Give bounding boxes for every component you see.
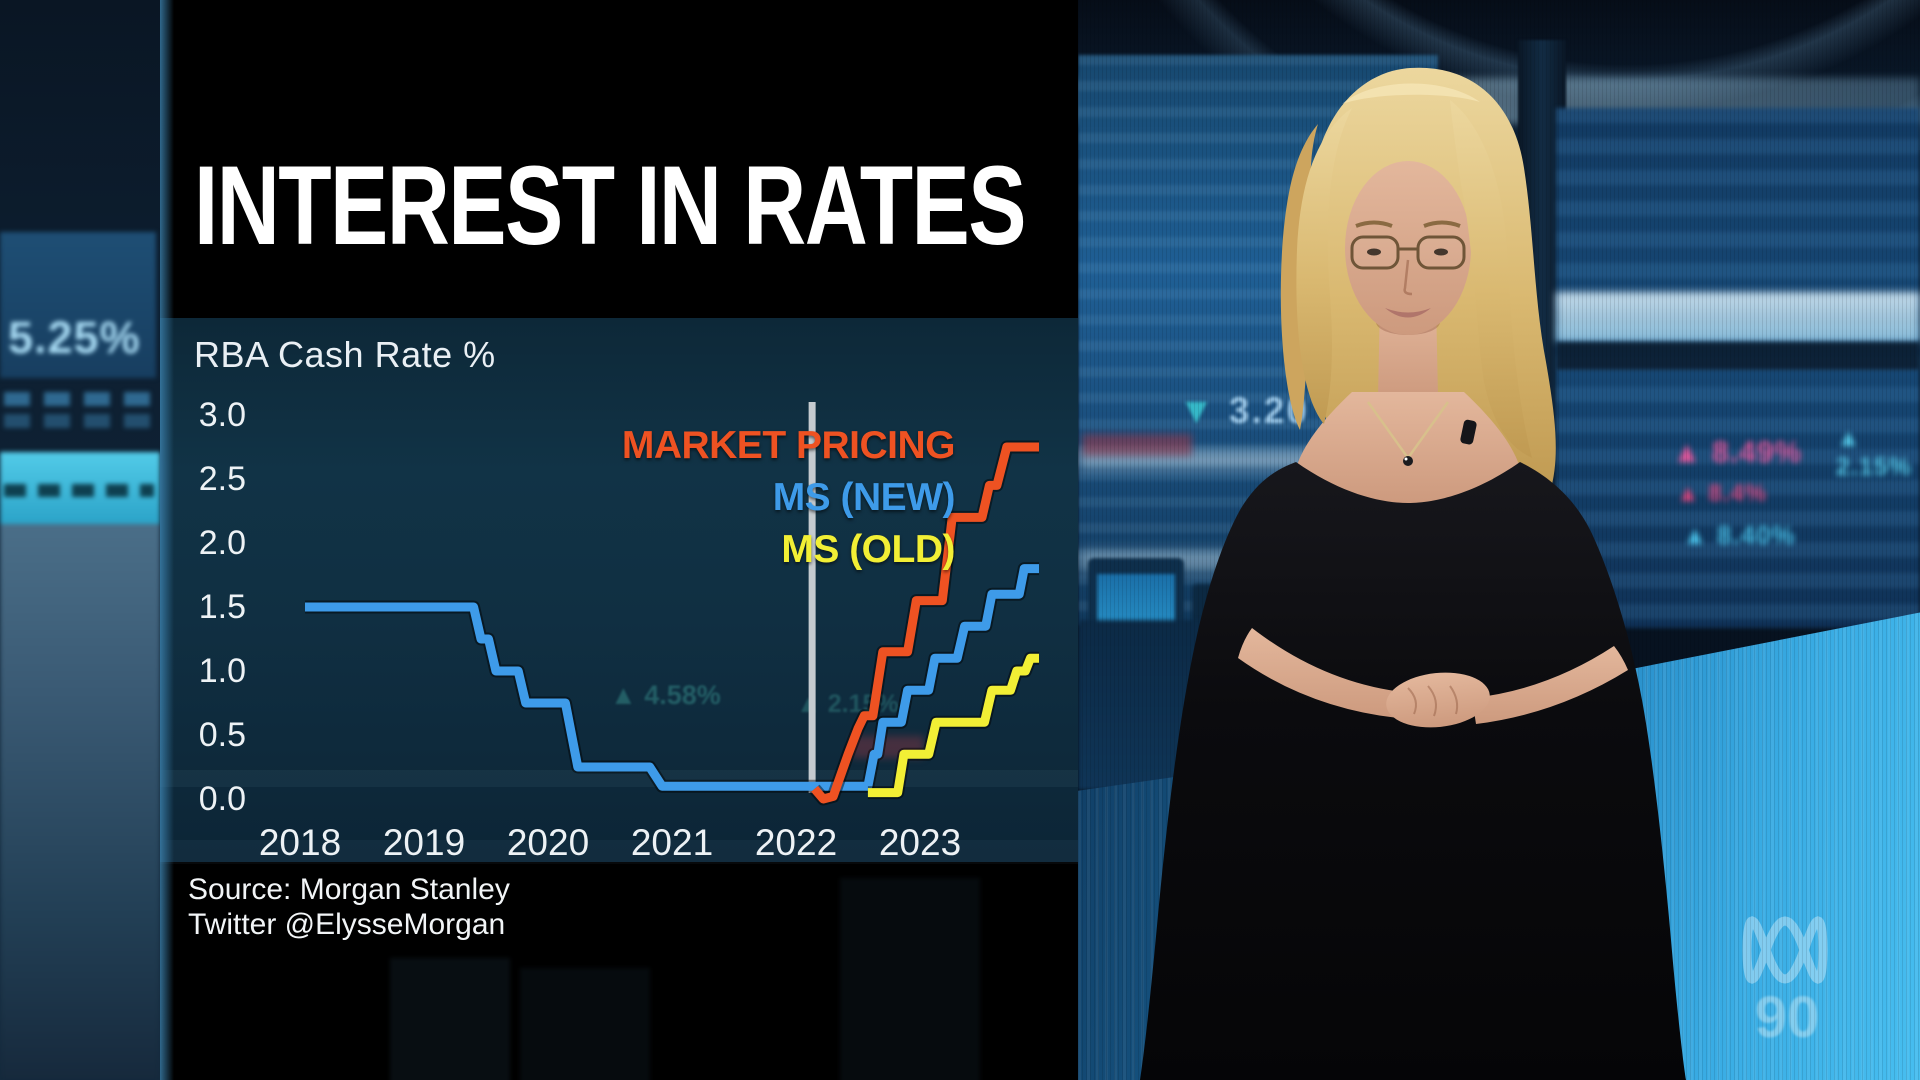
finger-lines <box>1407 685 1459 717</box>
legend-market-pricing: MARKET PRICING <box>621 424 956 467</box>
studio-desk-shadow <box>1556 342 1920 370</box>
clasped-hands <box>1386 672 1490 728</box>
legend-ms-new: MS (NEW) <box>772 476 956 519</box>
lips <box>1385 308 1431 318</box>
dress <box>1140 462 1686 1080</box>
hair-front-right <box>1450 100 1532 458</box>
source-line: Source: Morgan Stanley <box>188 873 510 906</box>
x-tick-label: 2018 <box>258 822 342 863</box>
hair-front-left <box>1296 108 1352 424</box>
eye-left <box>1367 248 1381 256</box>
y-tick-label: 3.0 <box>198 396 246 434</box>
y-tick-label: 0.5 <box>198 716 246 754</box>
chart-legend: MARKET PRICING MS (NEW) MS (OLD) <box>621 420 956 576</box>
x-tick-label: 2023 <box>878 822 962 863</box>
background-kiosk-shape <box>390 958 510 1080</box>
ticker-text: ▲ 2.15% <box>1836 424 1912 481</box>
y-tick-label: 1.0 <box>198 652 246 690</box>
eyebrow-right <box>1423 220 1461 228</box>
ticker-row <box>4 392 154 406</box>
left-ticker-screen <box>0 232 156 378</box>
chart-subtitle: RBA Cash Rate % <box>194 334 496 375</box>
blurred-red-ticker <box>1082 434 1192 456</box>
pendant <box>1403 456 1413 466</box>
x-tick-label: 2020 <box>506 822 590 863</box>
x-tick-label: 2022 <box>754 822 838 863</box>
chart-title: INTEREST IN RATES <box>194 143 1027 268</box>
source-line: Twitter @ElysseMorgan <box>188 908 506 941</box>
eye-right <box>1434 248 1448 256</box>
ghost-ticker-text: ▲ 4.58% <box>610 680 721 710</box>
channel-watermark-number: 90 <box>1754 985 1820 1050</box>
glasses-right-lens <box>1416 235 1466 270</box>
ticker-text: ▲ 8.4% <box>1676 480 1768 507</box>
glasses-left-lens <box>1350 235 1400 270</box>
background-kiosk-shape <box>840 878 980 1080</box>
x-tick-label: 2021 <box>630 822 714 863</box>
left-forearm <box>1238 628 1402 718</box>
hair-top-highlight <box>1342 83 1480 104</box>
left-strip-blur: 5.25% <box>0 0 160 1080</box>
chart-panel: ▲ 4.58% ▲ 2.15% INTEREST IN RATES RBA Ca… <box>160 0 1078 1080</box>
ticker-text: ▲ 8.40% <box>1682 520 1796 550</box>
studio-desk-highlight <box>1556 292 1920 342</box>
source-attribution: Source: Morgan Stanley Twitter @ElysseMo… <box>188 872 510 942</box>
eyebrow-left <box>1355 220 1393 228</box>
y-tick-label: 1.5 <box>198 588 246 626</box>
y-tick-label: 2.5 <box>198 460 246 498</box>
left-floor <box>0 524 160 1080</box>
plot-background: ▲ 4.58% ▲ 2.15% <box>160 318 1078 1080</box>
series-line-market-pricing <box>811 442 1039 804</box>
y-tick-label: 2.0 <box>198 524 246 562</box>
lapel-mic <box>1460 419 1477 445</box>
chest <box>1296 392 1520 504</box>
pendant-glint <box>1404 457 1408 461</box>
right-forearm <box>1472 646 1628 724</box>
ticker-text: 5.25% <box>8 312 141 363</box>
line-chart <box>305 402 1039 806</box>
ticker-text: ▲ 8.49% <box>1672 436 1803 469</box>
cyan-ticker-band <box>0 452 160 524</box>
abc-logo-watermark <box>1742 916 1828 984</box>
background-kiosk-shape <box>520 968 650 1080</box>
series-line-ms-old- <box>867 653 1039 798</box>
ticker-row <box>4 414 154 428</box>
studio-left-strip: 5.25% <box>0 0 160 1080</box>
down-triangle-icon: ▼ <box>1178 390 1217 431</box>
x-tick-label: 2019 <box>382 822 466 863</box>
nose <box>1403 259 1413 296</box>
panel-edge-glow <box>160 0 174 1080</box>
background-light-band <box>160 840 1078 864</box>
series-line-ms-new- <box>305 564 1039 791</box>
legend-ms-old: MS (OLD) <box>781 528 955 571</box>
y-tick-label: 0.0 <box>198 780 246 818</box>
